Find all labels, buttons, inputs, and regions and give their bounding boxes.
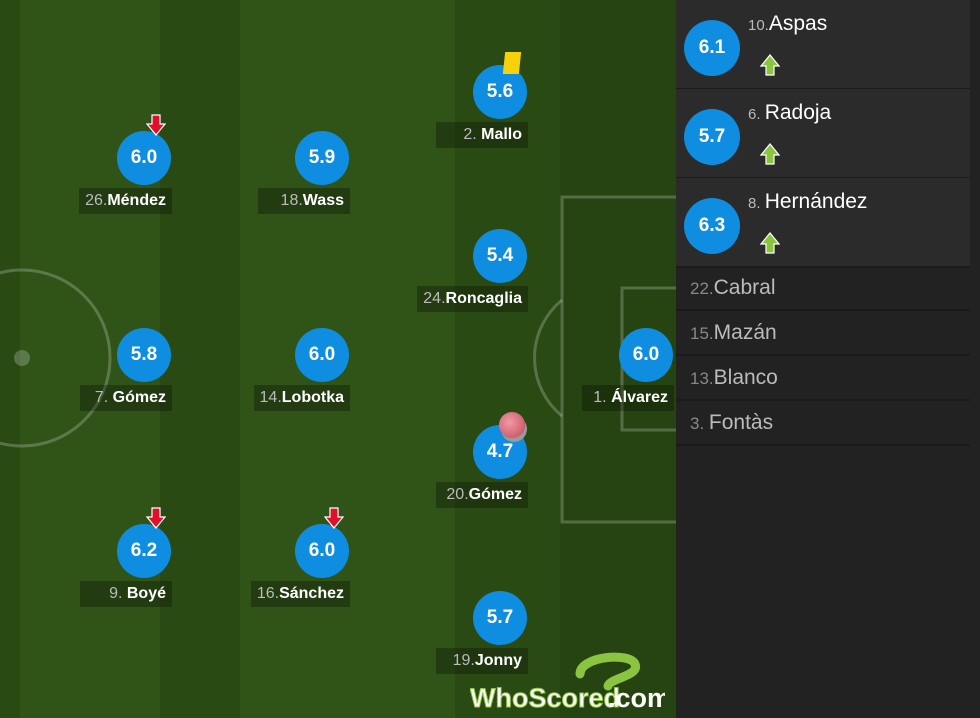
player-name: Gómez <box>112 389 166 406</box>
yellow-card-icon <box>502 52 522 74</box>
sub-off-arrow-icon <box>323 507 345 529</box>
substitute-row[interactable]: 6.1 10.Aspas <box>676 0 970 90</box>
player-label[interactable]: 20.Gómez <box>436 482 528 508</box>
player-number: 18. <box>280 192 303 209</box>
substitute-row[interactable]: 6.3 8. Hernández <box>676 178 970 268</box>
player-name: Gómez <box>468 486 522 503</box>
player-name: Mallo <box>481 126 522 143</box>
player-name: Méndez <box>107 192 166 209</box>
sub-on-arrow-icon <box>759 54 781 76</box>
player-number: 2. <box>463 126 482 143</box>
substitutes-panel: 6.1 10.Aspas 5.7 6. Radoja 6.3 8. Hernán… <box>676 0 980 718</box>
bench-row[interactable]: 22.Cabral <box>676 268 970 311</box>
sub-on-arrow-icon <box>759 232 781 254</box>
sub-on-arrow-icon <box>759 143 781 165</box>
player-label[interactable]: 19.Jonny <box>436 648 528 674</box>
player-name: Cabral <box>713 276 776 299</box>
player-label[interactable]: 2. Mallo <box>436 122 528 148</box>
svg-text:.com: .com <box>608 683 665 712</box>
player-number: 19. <box>452 652 475 669</box>
bench-row[interactable]: 15.Mazán <box>676 313 970 356</box>
player-name: Lobotka <box>281 389 344 406</box>
bench-row[interactable]: 13.Blanco <box>676 358 970 401</box>
player-rating: 6.0 <box>117 131 171 185</box>
player-label: 10.Aspas <box>748 12 827 36</box>
svg-text:WhoScored: WhoScored <box>470 683 620 712</box>
player-number: 1. <box>593 389 612 406</box>
player-rating: 5.8 <box>117 328 171 382</box>
player-name: Wass <box>302 192 344 209</box>
player-name: Mazán <box>713 321 777 344</box>
player-number: 24. <box>423 290 446 307</box>
player-number: 20. <box>446 486 469 503</box>
player-rating: 5.6 <box>473 65 527 119</box>
player-number: 7. <box>94 389 113 406</box>
player-number: 6. <box>748 106 765 123</box>
bench-row[interactable]: 3. Fontàs <box>676 403 970 446</box>
player-rating: 6.1 <box>684 20 740 76</box>
player-rating: 6.2 <box>117 524 171 578</box>
pitch: 6.0 26.Méndez 5.9 18.Wass 5.6 2. Mallo 5.4 … <box>0 0 676 718</box>
player-number: 10. <box>748 17 769 34</box>
player-name: Hernández <box>764 190 868 213</box>
player-label[interactable]: 9. Boyé <box>80 581 172 607</box>
player-rating: 6.0 <box>295 524 349 578</box>
player-number: 22. <box>690 279 714 298</box>
player-rating: 5.7 <box>473 591 527 645</box>
player-name: Roncaglia <box>445 290 522 307</box>
player-label[interactable]: 16.Sánchez <box>250 581 350 607</box>
player-number: 9. <box>109 585 127 602</box>
player-rating: 5.4 <box>473 229 527 283</box>
player-name: Radoja <box>764 101 832 124</box>
player-name: Álvarez <box>611 389 668 406</box>
sub-off-arrow-icon <box>145 507 167 529</box>
player-rating: 6.0 <box>295 328 349 382</box>
substitute-row[interactable]: 5.7 6. Radoja <box>676 89 970 179</box>
player-rating: 6.3 <box>684 198 740 254</box>
player-number: 8. <box>748 195 765 212</box>
player-number: 26. <box>85 192 108 209</box>
own-goal-ball-icon <box>499 412 525 438</box>
player-label: 8. Hernández <box>748 190 867 214</box>
player-rating: 6.0 <box>619 328 673 382</box>
player-name: Blanco <box>713 366 778 389</box>
player-number: 13. <box>690 369 714 388</box>
player-label[interactable]: 18.Wass <box>258 188 350 214</box>
player-name: Sánchez <box>279 585 344 602</box>
player-label[interactable]: 1. Álvarez <box>582 385 674 411</box>
player-name: Boyé <box>126 585 166 602</box>
player-number: 14. <box>259 389 282 406</box>
whoscored-logo: WhoScored .com <box>470 652 665 712</box>
player-name: Jonny <box>474 652 522 669</box>
player-number: 15. <box>690 324 714 343</box>
sub-off-arrow-icon <box>145 114 167 136</box>
player-name: Fontàs <box>708 411 774 434</box>
player-label[interactable]: 7. Gómez <box>80 385 172 411</box>
player-rating: 5.9 <box>295 131 349 185</box>
player-number: 3. <box>690 414 709 433</box>
player-label[interactable]: 14.Lobotka <box>253 385 350 411</box>
player-label[interactable]: 24.Roncaglia <box>417 286 528 312</box>
player-number: 16. <box>256 585 280 602</box>
player-label[interactable]: 26.Méndez <box>79 188 172 214</box>
player-rating: 5.7 <box>684 109 740 165</box>
player-name: Aspas <box>768 12 828 35</box>
player-label: 6. Radoja <box>748 101 831 125</box>
